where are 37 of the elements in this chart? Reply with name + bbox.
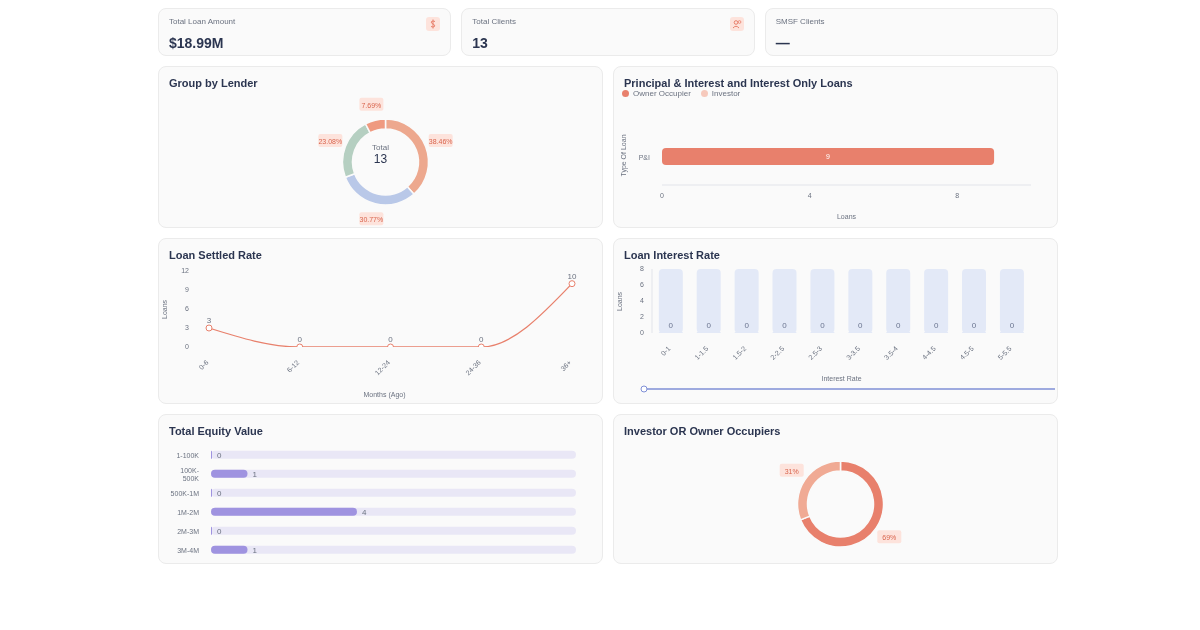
data-label: 0 <box>217 488 222 498</box>
data-label: 1 <box>252 469 258 479</box>
text: Total Loan Amount <box>169 17 236 26</box>
data-label: 0 <box>479 335 485 344</box>
data-label: 10 <box>567 271 577 281</box>
legend-label: Investor <box>711 89 741 98</box>
data-label: 0 <box>782 321 788 330</box>
data-label: 4 <box>362 507 367 517</box>
data-label: 0 <box>668 321 674 330</box>
text: Total Clients <box>472 17 516 26</box>
chart-title: Loan Interest Rate <box>624 249 720 261</box>
data-label: 0 <box>1009 321 1015 330</box>
data-label: 0 <box>858 321 864 330</box>
data-label: 0 <box>971 321 977 330</box>
data-label: 0 <box>217 526 222 536</box>
text: SMSF Clients <box>775 17 825 26</box>
data-label: 0 <box>744 321 750 330</box>
text: — <box>775 35 790 51</box>
data-label: 0 <box>217 450 222 460</box>
chart-title: Total Equity Value <box>169 425 263 437</box>
chart-title: Investor OR Owner Occupiers <box>624 425 781 437</box>
data-label: 0 <box>896 321 901 330</box>
chart-title: Loan Settled Rate <box>169 249 262 261</box>
data-label: 3 <box>206 316 212 325</box>
text: Total <box>371 143 390 152</box>
text: 13 <box>472 35 488 51</box>
legend-label: Owner Occupier <box>633 89 691 98</box>
data-label: 0 <box>297 335 303 344</box>
text: $18.99M <box>169 35 224 51</box>
data-label: 0 <box>820 321 826 330</box>
data-label: 0 <box>933 321 939 330</box>
text: Group by Lender <box>169 77 258 89</box>
data-label: 0 <box>388 335 394 344</box>
chart-title: Principal & Interest and Interest Only Loans <box>624 77 853 89</box>
text: 13 <box>372 152 389 166</box>
data-label: 1 <box>252 545 258 555</box>
data-label: 0 <box>706 321 712 330</box>
